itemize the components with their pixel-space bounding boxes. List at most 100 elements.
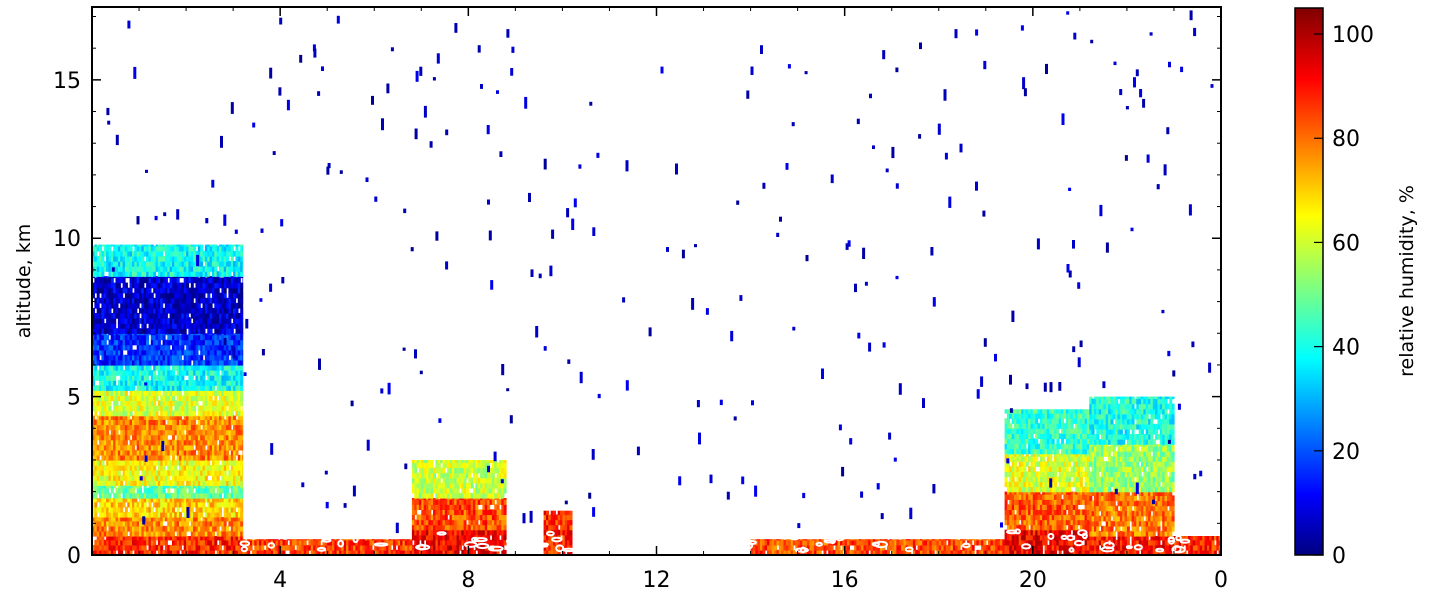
rh-cell <box>449 544 453 551</box>
rh-cell <box>223 434 227 441</box>
rh-cell <box>172 271 175 277</box>
rh-cell <box>146 434 150 441</box>
rh-cell <box>101 439 105 446</box>
rh-cell <box>124 395 128 402</box>
rh-cell <box>150 313 154 319</box>
rh-cell <box>461 482 465 489</box>
rh-cell <box>240 536 244 541</box>
rh-cell <box>294 539 298 546</box>
rh-cell <box>150 429 154 436</box>
rh-cell <box>134 334 138 341</box>
rh-cell <box>169 333 173 336</box>
rh-cell <box>101 375 105 381</box>
rh-cell <box>127 364 131 371</box>
rh-cell <box>240 530 244 537</box>
rh-cell <box>164 375 168 381</box>
rh-cell <box>179 539 182 546</box>
rh-cell <box>115 245 119 252</box>
rh-cell <box>122 271 126 277</box>
rh-cell <box>226 245 230 252</box>
rh-cell <box>421 544 425 551</box>
rh-cell <box>92 487 95 494</box>
rh-cell <box>164 339 168 346</box>
rh-cell <box>186 390 190 396</box>
rh-cell <box>197 297 201 304</box>
rh-cell <box>103 400 107 407</box>
rh-cell <box>230 498 234 503</box>
rh-cell <box>101 498 105 503</box>
rh-cell <box>449 482 453 489</box>
rh-cell <box>167 318 171 324</box>
rh-cell <box>458 534 462 541</box>
rh-cell <box>99 439 103 446</box>
rh-cell <box>207 328 211 334</box>
rh-cell <box>164 354 168 361</box>
rh-cell <box>188 444 192 451</box>
rh-cell <box>108 244 112 247</box>
rh-cell <box>103 344 107 351</box>
rh-cell <box>475 519 479 526</box>
rh-cell <box>99 449 103 456</box>
rh-cell <box>433 509 437 516</box>
rh-cell <box>164 349 168 356</box>
rh-cell <box>96 390 100 396</box>
rh-cell <box>164 395 168 402</box>
rh-cell <box>117 410 121 417</box>
rh-cell <box>230 261 234 267</box>
rh-cell <box>466 467 469 474</box>
rh-cell <box>383 539 387 541</box>
rh-cell <box>169 492 173 499</box>
rh-cell <box>498 472 502 479</box>
rh-cell <box>216 429 220 436</box>
rh-cell <box>214 517 218 522</box>
rh-cell <box>160 424 164 431</box>
rh-cell <box>94 277 98 284</box>
rh-cell <box>237 410 241 417</box>
rh-cell <box>216 536 220 541</box>
rh-cell <box>181 424 185 431</box>
rh-cell <box>115 256 119 262</box>
rh-cell <box>228 544 232 551</box>
rh-cell <box>273 549 277 555</box>
rh-cell <box>235 487 239 494</box>
rh-cell <box>176 339 180 346</box>
rh-cell <box>113 520 117 527</box>
rh-cell <box>94 424 98 431</box>
rh-cell <box>110 429 114 436</box>
rh-cell <box>193 266 197 272</box>
rh-cell <box>426 467 429 474</box>
rh-cell <box>139 245 142 252</box>
rh-cell <box>179 498 182 503</box>
rh-cell <box>157 492 161 499</box>
rh-cell <box>437 519 441 526</box>
rh-cell <box>181 328 185 334</box>
rh-cell <box>202 485 206 489</box>
rh-cell <box>214 359 218 366</box>
rh-cell <box>183 530 187 537</box>
rh-cell <box>226 334 230 341</box>
rh-cell <box>200 313 204 319</box>
rh-cell <box>242 276 244 279</box>
rh-cell <box>228 244 232 247</box>
rh-cell <box>482 472 486 479</box>
rh-cell <box>136 271 140 277</box>
rh-cell <box>122 354 126 361</box>
rh-cell <box>124 302 128 309</box>
rh-cell <box>494 498 498 500</box>
rh-cell <box>482 524 486 531</box>
rh-cell <box>127 318 131 324</box>
rh-cell <box>132 323 135 329</box>
rh-cell <box>120 313 124 319</box>
rh-cell <box>132 454 135 461</box>
rh-cell <box>169 245 173 252</box>
rh-cell <box>174 261 178 267</box>
rh-cell <box>440 482 444 489</box>
rh-cell <box>172 328 175 334</box>
rh-cell <box>214 480 218 486</box>
rh-cell <box>204 333 208 336</box>
rh-cell <box>143 498 147 503</box>
rh-cell <box>242 364 244 371</box>
rh-cell <box>197 520 201 527</box>
rh-cell <box>117 276 121 279</box>
rh-cell <box>202 307 206 314</box>
